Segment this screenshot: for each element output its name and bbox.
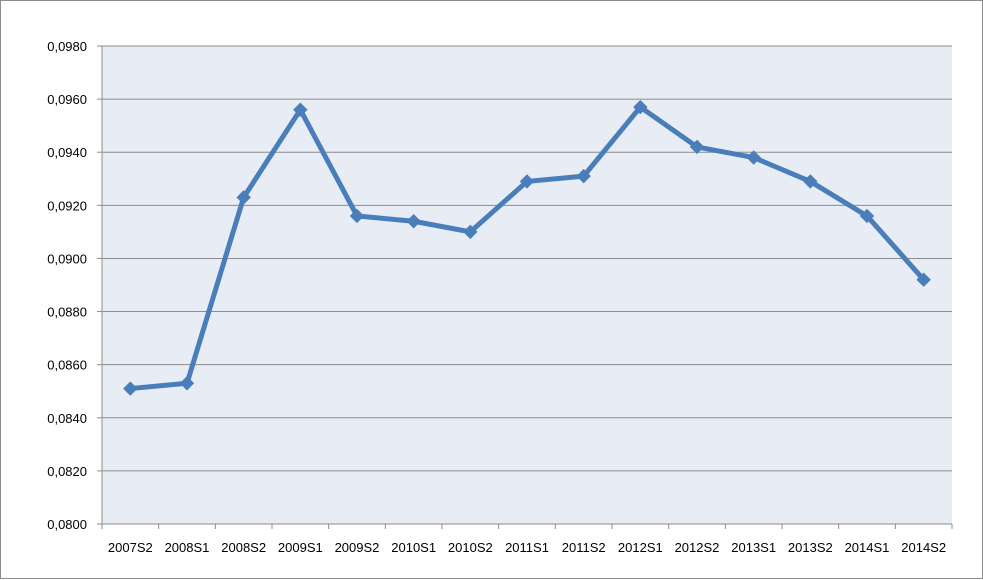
data-point-marker bbox=[519, 174, 535, 189]
y-tick-label: 0,0980 bbox=[47, 39, 87, 54]
data-point-marker bbox=[349, 208, 365, 224]
data-point-marker bbox=[123, 381, 138, 396]
x-tick-label: 2009S1 bbox=[278, 540, 323, 555]
data-point-marker bbox=[916, 272, 931, 287]
y-tick-label: 0,0920 bbox=[47, 198, 87, 213]
y-tick-label: 0,0880 bbox=[47, 305, 87, 320]
x-tick-label: 2013S2 bbox=[788, 540, 833, 555]
y-tick-label: 0,0800 bbox=[47, 517, 87, 532]
y-tick-label: 0,0900 bbox=[47, 251, 87, 266]
y-tick-label: 0,0840 bbox=[47, 411, 87, 426]
data-point-marker bbox=[179, 376, 195, 391]
x-tick-label: 2008S1 bbox=[165, 540, 210, 555]
data-point-marker bbox=[293, 102, 308, 117]
x-tick-label: 2011S2 bbox=[562, 540, 606, 555]
x-tick-label: 2012S1 bbox=[618, 540, 663, 555]
y-tick-label: 0,0820 bbox=[47, 464, 87, 479]
data-point-marker bbox=[406, 214, 421, 229]
plot-area bbox=[102, 46, 952, 524]
x-tick-label: 2014S2 bbox=[901, 540, 946, 555]
data-point-marker bbox=[576, 168, 591, 184]
data-point-marker bbox=[463, 224, 478, 240]
data-point-marker bbox=[803, 174, 818, 189]
x-tick-label: 2010S2 bbox=[448, 540, 493, 555]
x-tick-label: 2014S1 bbox=[845, 540, 890, 555]
data-point-marker bbox=[236, 190, 251, 205]
y-tick-label: 0,0940 bbox=[47, 145, 87, 160]
x-tick-label: 2009S2 bbox=[335, 540, 380, 555]
x-tick-label: 2008S2 bbox=[221, 540, 266, 555]
x-tick-label: 2012S2 bbox=[675, 540, 720, 555]
x-tick-label: 2011S1 bbox=[505, 540, 549, 555]
y-tick-label: 0,0960 bbox=[47, 92, 87, 107]
x-tick-label: 2007S2 bbox=[108, 540, 153, 555]
x-tick-label: 2010S1 bbox=[391, 540, 436, 555]
data-point-marker bbox=[746, 150, 761, 165]
data-point-marker bbox=[633, 99, 648, 115]
y-tick-label: 0,0860 bbox=[47, 358, 87, 373]
data-point-marker bbox=[689, 139, 705, 155]
x-tick-label: 2013S1 bbox=[731, 540, 776, 555]
data-point-marker bbox=[859, 208, 875, 224]
